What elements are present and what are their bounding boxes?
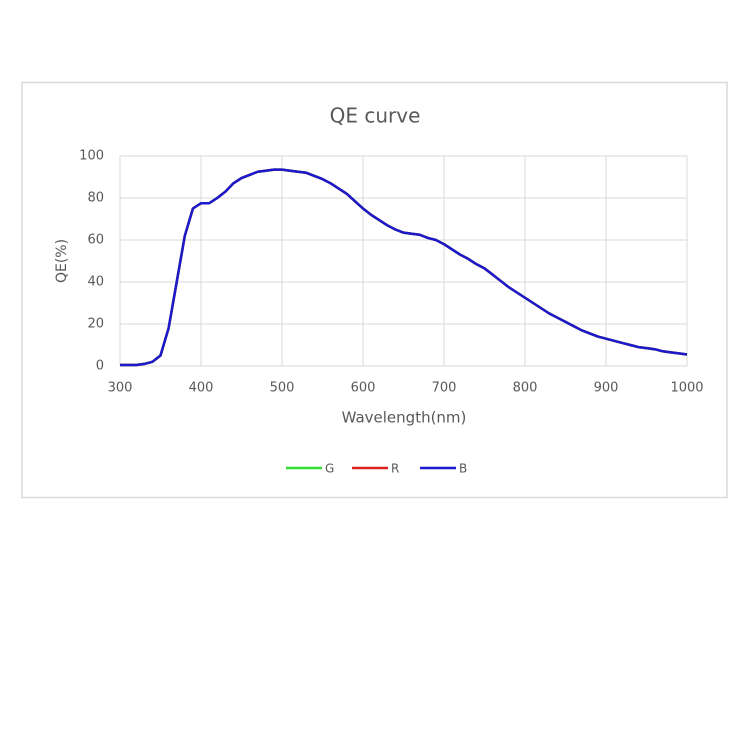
x-tick-label: 1000 [670,381,703,396]
y-axis-label: QE(%) [54,239,70,283]
x-tick-label: 600 [351,381,376,396]
y-tick-label: 60 [87,233,104,248]
x-tick-label: 500 [270,381,295,396]
series-line [120,168,688,367]
x-tick-label: 400 [189,381,214,396]
y-tick-label: 80 [87,191,104,206]
legend-label: R [391,462,399,476]
x-tick-label: 300 [108,381,133,396]
y-tick-label: 100 [79,149,104,164]
x-axis-label: Wavelength(nm) [342,409,467,427]
chart-title: QE curve [330,104,421,128]
x-tick-label: 900 [594,381,619,396]
legend-label: G [325,462,334,476]
x-tick-label: 700 [432,381,457,396]
y-tick-label: 20 [87,317,104,332]
legend-label: B [459,462,467,476]
chart-frame [21,81,728,499]
x-tick-label: 800 [513,381,538,396]
y-tick-label: 0 [96,359,104,374]
y-tick-label: 40 [87,275,104,290]
